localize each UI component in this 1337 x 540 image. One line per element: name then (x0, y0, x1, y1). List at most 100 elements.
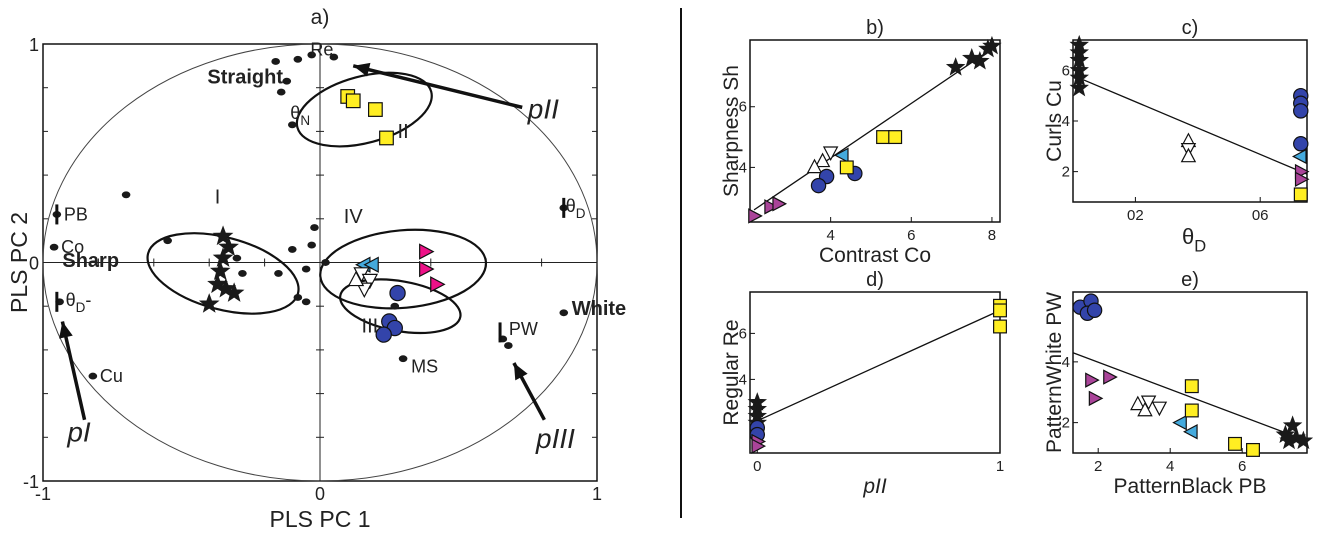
plot-frame (749, 39, 1001, 223)
x-tick-label: 6 (907, 227, 915, 244)
sample-marker (1293, 103, 1309, 119)
sample-marker (822, 146, 839, 162)
x-tick-label: 02 (1127, 207, 1144, 224)
sample-marker (389, 284, 406, 302)
feature-label: θD- (66, 290, 92, 315)
y-tick-label: -1 (23, 472, 39, 492)
y-axis-label: Regular Re (720, 319, 743, 425)
loading-dot (310, 224, 319, 231)
loading-dot (301, 298, 311, 306)
sample-marker (748, 208, 763, 224)
y-tick-label: 4 (1062, 354, 1070, 371)
y-axis-label: PLS PC 2 (6, 212, 32, 313)
arrow-pII-shaft (352, 64, 523, 110)
sample-marker (368, 102, 383, 117)
loading-dot (329, 53, 339, 61)
y-tick-label: 4 (1062, 113, 1070, 130)
x-tick-label: 2 (1094, 458, 1102, 475)
x-tick-label: 8 (988, 227, 996, 244)
loading-dot (288, 245, 297, 253)
feature-label: MS (411, 357, 438, 377)
x-tick-label: 0 (753, 458, 761, 475)
x-tick-label: 0 (315, 484, 325, 504)
loading-dot (274, 269, 283, 277)
loading-dot (276, 88, 286, 96)
x-axis-label: PLS PC 1 (270, 506, 371, 532)
plot-frame (1072, 39, 1308, 203)
sample-marker (1294, 171, 1310, 187)
x-tick-label: 1 (592, 484, 602, 504)
sample-marker (1151, 401, 1168, 417)
feature-label: Re (310, 39, 333, 59)
annotation-straight: Straight (207, 66, 283, 88)
sample-marker (1086, 302, 1103, 318)
plot-frame (1072, 291, 1308, 454)
feature-dot (49, 243, 59, 251)
y-tick-label: 2 (1062, 164, 1070, 181)
sample-marker (1088, 390, 1104, 407)
feature-label: White (572, 298, 626, 320)
sample-marker (1279, 430, 1299, 450)
x-axis-label: pII (862, 475, 887, 498)
x-tick-label: 6 (1238, 458, 1246, 475)
feature-dot (293, 55, 303, 63)
sample-marker (361, 273, 379, 290)
y-tick-label: 6 (1062, 62, 1070, 79)
sample-marker (810, 177, 827, 194)
sample-marker (1069, 77, 1089, 97)
sample-marker (379, 130, 394, 146)
cluster-ellipse-IV (319, 228, 488, 310)
sample-marker (209, 260, 231, 281)
feature-dot (559, 309, 569, 317)
sample-marker (1180, 147, 1197, 163)
feature-label-sub: N (300, 113, 310, 128)
sample-marker (833, 147, 849, 164)
loading-dot (301, 265, 311, 273)
feature-dot (398, 355, 408, 363)
y-tick-label: 1 (29, 35, 39, 55)
y-tick-label: 6 (739, 99, 747, 116)
sample-marker (1291, 148, 1307, 165)
sample-marker (993, 303, 1007, 318)
panel-d: d) pII Regular Re 0 1 4 6 (720, 269, 1007, 498)
feature-dot (88, 372, 98, 380)
sample-marker (772, 196, 788, 212)
feature-label-sub: D (76, 300, 86, 315)
sample-marker (1183, 423, 1198, 440)
cluster-label-I: I (215, 187, 221, 209)
feature-label: Cu (100, 366, 123, 386)
y-tick-label: 2 (1062, 415, 1070, 432)
panel-title: b) (866, 17, 884, 39)
feature-label: Co (61, 237, 84, 257)
sample-marker (218, 236, 239, 256)
cluster-label-III: III (362, 315, 379, 337)
feature-label-suffix: - (85, 290, 91, 310)
regression-line (1072, 74, 1308, 175)
x-axis-label-main: θ (1182, 224, 1194, 249)
sample-marker (751, 438, 767, 454)
sample-marker (430, 276, 446, 293)
annotation-pII: pII (527, 93, 559, 124)
loading-dot (121, 191, 131, 199)
sample-marker (375, 326, 392, 343)
loading-dot (238, 269, 247, 277)
sample-marker (223, 282, 245, 302)
sample-marker (764, 199, 779, 215)
y-axis-label: PatternWhite PW (1043, 292, 1066, 453)
sample-marker (356, 282, 373, 299)
y-tick-label: 4 (739, 159, 747, 176)
sample-marker (876, 130, 891, 145)
sample-marker (1246, 442, 1260, 457)
sample-marker (1130, 395, 1146, 411)
sample-marker (212, 225, 234, 246)
arrow-pI-head (59, 321, 73, 339)
arrow-pI-shaft (60, 321, 87, 421)
sample-marker (1103, 369, 1118, 385)
loading-dot (321, 259, 330, 266)
sample-marker (1293, 187, 1308, 202)
y-axis-label: Curls Cu (1043, 80, 1066, 162)
sample-marker (970, 51, 990, 70)
